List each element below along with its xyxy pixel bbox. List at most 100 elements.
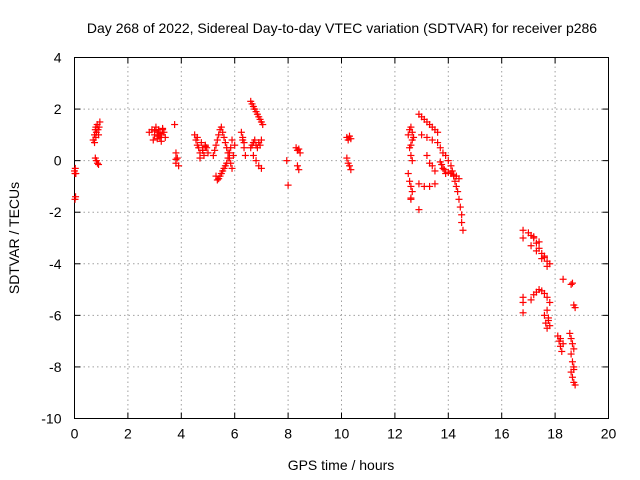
data-point xyxy=(408,136,416,144)
data-point xyxy=(436,144,444,152)
data-point xyxy=(434,139,442,147)
data-point xyxy=(440,166,448,174)
data-point xyxy=(93,159,101,167)
data-point xyxy=(209,151,217,159)
data-point xyxy=(173,154,181,162)
data-point xyxy=(347,166,355,174)
data-point xyxy=(252,157,260,165)
data-point xyxy=(408,188,416,196)
data-point xyxy=(568,358,576,366)
data-point xyxy=(151,127,159,135)
data-point xyxy=(423,151,431,159)
data-point xyxy=(95,161,103,169)
data-point xyxy=(155,132,163,140)
data-point xyxy=(455,175,463,183)
data-point xyxy=(172,149,180,157)
data-point xyxy=(426,182,434,190)
data-point xyxy=(295,166,303,174)
x-tick-label: 20 xyxy=(601,426,617,442)
data-point xyxy=(228,164,236,172)
data-point xyxy=(196,154,204,162)
data-point xyxy=(215,131,223,139)
x-tick-label: 8 xyxy=(284,426,292,442)
data-point xyxy=(72,170,80,178)
x-tick-label: 14 xyxy=(441,426,457,442)
data-point xyxy=(415,180,423,188)
data-point xyxy=(459,226,467,234)
data-point xyxy=(543,306,551,314)
data-point xyxy=(568,279,576,287)
data-point xyxy=(407,195,415,203)
data-point xyxy=(455,195,463,203)
data-point xyxy=(519,309,527,317)
data-point xyxy=(406,177,414,185)
data-point xyxy=(175,162,183,170)
data-point xyxy=(408,157,416,165)
x-tick-label: 2 xyxy=(124,426,132,442)
data-point xyxy=(407,182,415,190)
data-points xyxy=(71,97,579,389)
y-tick-label: -8 xyxy=(49,359,62,375)
data-point xyxy=(157,137,165,145)
data-point xyxy=(91,139,99,147)
data-point xyxy=(346,162,354,170)
data-point xyxy=(407,141,415,149)
y-axis-title: SDTVAR / TECUs xyxy=(6,182,22,294)
data-point xyxy=(199,146,207,154)
data-point xyxy=(221,139,229,147)
y-tick-label: -6 xyxy=(49,307,62,323)
data-point xyxy=(241,151,249,159)
data-point xyxy=(224,154,232,162)
data-point xyxy=(149,136,157,144)
data-point xyxy=(295,145,303,153)
data-point xyxy=(200,151,208,159)
data-point xyxy=(219,128,227,136)
data-point xyxy=(203,144,211,152)
data-point xyxy=(543,293,551,301)
y-tick-label: -2 xyxy=(49,204,62,220)
data-point xyxy=(212,141,220,149)
data-point xyxy=(454,188,462,196)
x-tick-label: 12 xyxy=(387,426,403,442)
data-point xyxy=(519,298,527,306)
data-point xyxy=(239,133,247,141)
x-tick-label: 4 xyxy=(177,426,185,442)
x-axis-title: GPS time / hours xyxy=(288,457,395,473)
data-point xyxy=(257,164,265,172)
data-point xyxy=(568,340,576,348)
data-point xyxy=(160,128,168,136)
data-point xyxy=(519,234,527,242)
data-point xyxy=(257,136,265,144)
data-point xyxy=(571,304,579,312)
data-point xyxy=(220,133,228,141)
data-point xyxy=(458,211,466,219)
data-point xyxy=(556,335,564,343)
data-point xyxy=(428,162,436,170)
data-point xyxy=(228,136,236,144)
data-point xyxy=(546,322,554,330)
data-point xyxy=(72,193,80,201)
data-point xyxy=(159,124,167,132)
data-point xyxy=(172,155,180,163)
data-point xyxy=(519,226,527,234)
data-point xyxy=(546,298,554,306)
data-point xyxy=(284,181,292,189)
data-point xyxy=(92,133,100,141)
data-point xyxy=(527,242,535,250)
y-tick-label: -10 xyxy=(41,411,61,427)
data-point xyxy=(452,182,460,190)
data-point xyxy=(221,162,229,170)
data-point xyxy=(407,151,415,159)
data-point xyxy=(423,133,431,141)
data-point xyxy=(213,176,221,184)
data-point xyxy=(418,131,426,139)
data-point xyxy=(195,144,203,152)
data-point xyxy=(540,289,548,297)
data-point xyxy=(559,340,567,348)
data-point xyxy=(438,161,446,169)
data-point xyxy=(249,151,257,159)
data-point xyxy=(540,311,548,319)
data-point xyxy=(442,151,450,159)
data-point xyxy=(544,314,552,322)
